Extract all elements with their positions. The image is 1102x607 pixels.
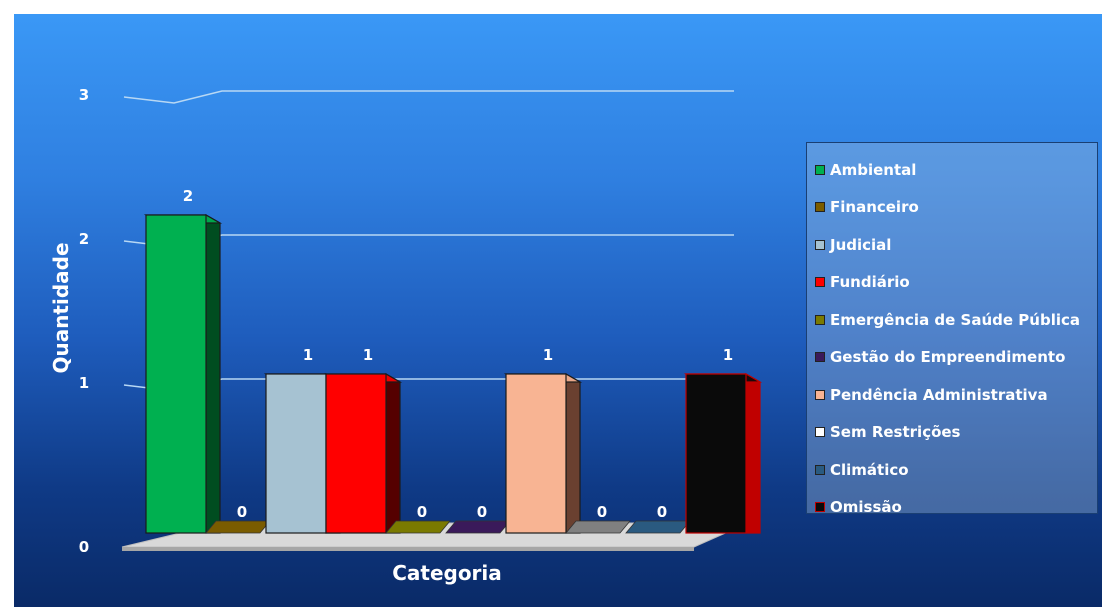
legend-swatch [815,427,825,438]
y-tick-label: 2 [79,230,89,248]
chart-floor-edge [122,547,694,551]
legend-item: Emergência de Saúde Pública [807,301,1097,339]
legend-swatch [815,164,825,175]
y-tick-label: 1 [79,374,89,392]
legend-label: Fundiário [830,273,910,292]
data-label: 0 [237,503,247,521]
legend-label: Emergência de Saúde Pública [830,310,1080,329]
data-label: 0 [477,503,487,521]
bar-flat [565,520,631,534]
bar [683,372,763,534]
legend-item: Financeiro [807,189,1097,227]
legend-swatch [815,389,825,400]
bar-front [265,373,327,534]
legend-item: Fundiário [807,264,1097,302]
legend-item: Pendência Administrativa [807,376,1097,414]
legend-swatch [815,352,825,363]
bar [503,372,583,534]
bar [323,372,403,534]
data-label: 2 [183,187,193,205]
y-tick-label: 0 [79,538,89,556]
legend-item: Sem Restrições [807,414,1097,452]
gridline [123,90,734,104]
bar [205,520,271,534]
bar-front [325,373,387,534]
bar-chart: 0 1 2 3 2 0 1 1 0 0 1 0 0 1 Categoria Quantidade [49,86,763,585]
data-label: 1 [303,346,313,364]
legend-label: Judicial [830,235,892,254]
bar-front [685,373,747,534]
legend-label: Financeiro [830,198,919,217]
legend-item: Ambiental [807,151,1097,189]
bar-front [145,214,207,534]
legend-swatch [815,277,825,288]
bar [565,520,631,534]
legend-item: Gestão do Empreendimento [807,339,1097,377]
legend-item: Judicial [807,226,1097,264]
bar-front [505,373,567,534]
data-label: 0 [657,503,667,521]
bar-flat [445,520,511,534]
bar-side [745,372,761,534]
legend-label: Pendência Administrativa [830,385,1048,404]
data-label: 1 [543,346,553,364]
data-label: 0 [597,503,607,521]
bar [625,520,691,534]
legend-label: Gestão do Empreendimento [830,348,1066,367]
legend-item: Omissão [807,489,1097,527]
y-axis-title: Quantidade [49,242,73,373]
legend-label: Omissão [830,498,902,517]
chart-area: 0 1 2 3 2 0 1 1 0 0 1 0 0 1 Categoria Quantidade Amb… [14,14,1102,607]
data-label: 1 [723,346,733,364]
legend-item: Climático [807,451,1097,489]
bar-flat [205,520,271,534]
bar-side [385,372,401,534]
data-label: 0 [417,503,427,521]
x-axis-title: Categoria [392,561,502,585]
legend-label: Sem Restrições [830,423,961,442]
legend-swatch [815,314,825,325]
bar-flat [385,520,451,534]
y-tick-label: 3 [79,86,89,104]
bar-side [565,372,581,534]
legend-label: Climático [830,460,909,479]
legend-label: Ambiental [830,160,917,179]
bar-side [205,213,221,534]
bar-flat [625,520,691,534]
bar [143,213,223,534]
legend: Ambiental Financeiro Judicial Fundiário Emer… [806,142,1098,516]
legend-swatch [815,202,825,213]
legend-swatch [815,239,825,250]
data-label: 1 [363,346,373,364]
legend-swatch [815,464,825,475]
bar [385,520,451,534]
legend-swatch [815,502,825,513]
bar [445,520,511,534]
